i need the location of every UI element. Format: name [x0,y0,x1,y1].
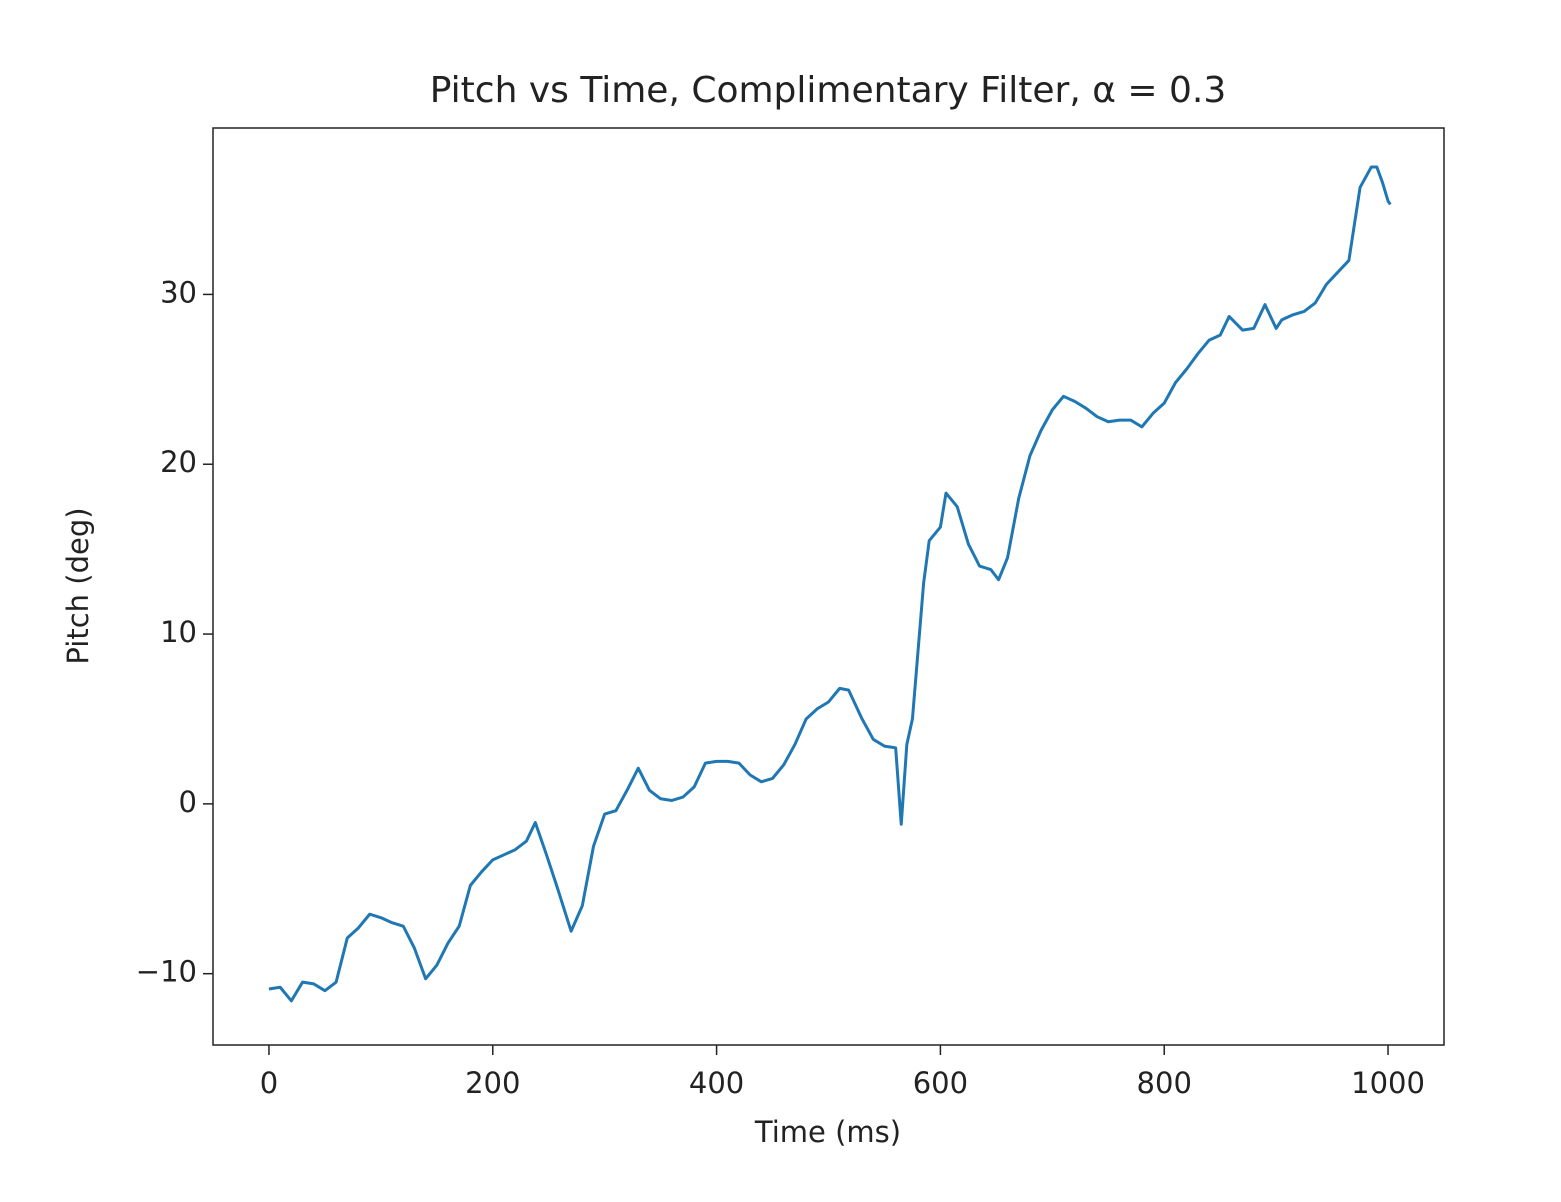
x-tick-label: 0 [260,1066,278,1100]
x-tick-label: 800 [1137,1066,1192,1100]
y-tick-label: 20 [160,445,197,479]
x-tick-label: 600 [913,1066,968,1100]
y-tick-label: 30 [160,275,197,309]
y-tick-label: 10 [160,615,197,649]
y-tick-label: 0 [179,785,197,819]
x-tick-label: 1000 [1351,1066,1425,1100]
x-tick-label: 200 [465,1066,520,1100]
y-tick-label: −10 [136,955,197,989]
data-line [268,165,1392,1003]
x-tick-label: 400 [689,1066,744,1100]
y-axis-label: Pitch (deg) [61,507,95,664]
plot-frame [212,127,1445,1046]
chart-title: Pitch vs Time, Complimentary Filter, α =… [430,70,1227,111]
x-axis-label: Time (ms) [754,1115,901,1149]
